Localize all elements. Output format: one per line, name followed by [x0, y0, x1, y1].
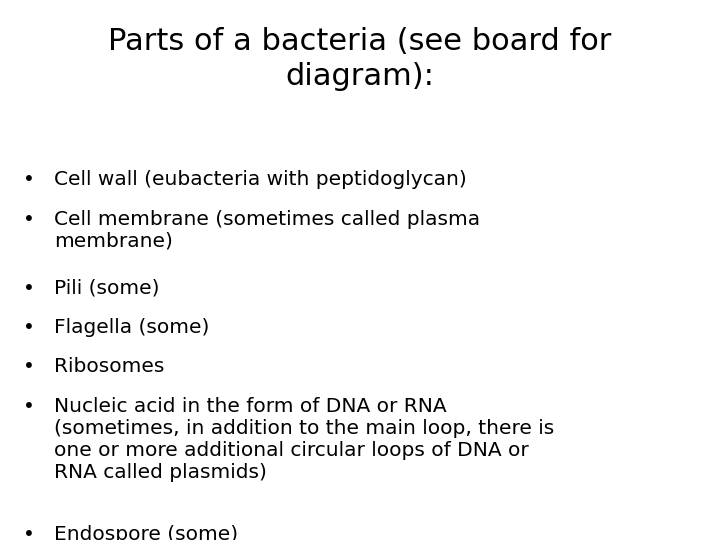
- Text: Ribosomes: Ribosomes: [54, 357, 164, 376]
- Text: Nucleic acid in the form of DNA or RNA
(sometimes, in addition to the main loop,: Nucleic acid in the form of DNA or RNA (…: [54, 397, 554, 482]
- Text: •: •: [23, 210, 35, 228]
- Text: •: •: [23, 397, 35, 416]
- Text: •: •: [23, 170, 35, 189]
- Text: Cell membrane (sometimes called plasma
membrane): Cell membrane (sometimes called plasma m…: [54, 210, 480, 251]
- Text: Cell wall (eubacteria with peptidoglycan): Cell wall (eubacteria with peptidoglycan…: [54, 170, 467, 189]
- Text: Pili (some): Pili (some): [54, 279, 160, 298]
- Text: Endospore (some): Endospore (some): [54, 525, 238, 540]
- Text: •: •: [23, 318, 35, 337]
- Text: •: •: [23, 357, 35, 376]
- Text: Parts of a bacteria (see board for
diagram):: Parts of a bacteria (see board for diagr…: [108, 27, 612, 91]
- Text: Flagella (some): Flagella (some): [54, 318, 210, 337]
- Text: •: •: [23, 525, 35, 540]
- Text: •: •: [23, 279, 35, 298]
